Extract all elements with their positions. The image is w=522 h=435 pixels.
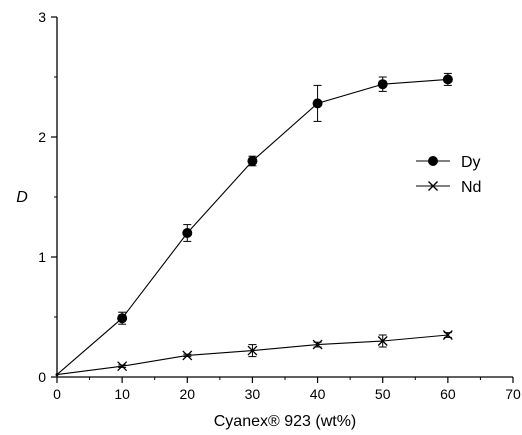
data-point-nd: [377, 336, 388, 346]
data-point-dy: [312, 98, 323, 109]
x-tick-label: 20: [179, 386, 195, 402]
y-axis-title: D: [16, 189, 28, 206]
x-tick-label: 0: [53, 386, 61, 402]
x-marker-stroke: [377, 336, 388, 346]
data-point-nd: [442, 330, 453, 340]
legend-marker-nd: [428, 181, 438, 191]
ticks: 0 10 20 30 40 50 60 70 0 1 2 3: [38, 9, 521, 402]
x-tick-label: 10: [114, 386, 130, 402]
data-point-nd: [312, 339, 323, 350]
x-tick-label: 50: [375, 386, 391, 402]
data-point-nd: [182, 350, 193, 361]
legend-label-nd: Nd: [461, 179, 481, 196]
x-marker-stroke: [312, 339, 323, 350]
x-tick-label: 40: [310, 386, 326, 402]
x-marker-stroke: [428, 181, 438, 191]
x-tick-label: 70: [505, 386, 521, 402]
data-point-dy: [442, 74, 453, 85]
y-tick-label: 3: [38, 9, 46, 25]
x-tick-label: 30: [245, 386, 261, 402]
data-point-dy: [182, 228, 193, 238]
data-point-dy: [247, 156, 258, 166]
data-point-dy: [377, 79, 388, 90]
y-tick-label: 1: [38, 249, 46, 265]
x-marker-stroke: [247, 345, 258, 356]
x-marker-stroke: [117, 361, 128, 372]
legend-marker-dy: [428, 156, 438, 166]
x-axis-title: Cyanex® 923 (wt%): [214, 413, 357, 430]
y-tick-label: 0: [38, 369, 46, 385]
y-tick-label: 2: [38, 129, 46, 145]
legend: Dy Nd: [416, 154, 481, 196]
data-point-dy: [117, 313, 128, 324]
legend-label-dy: Dy: [461, 154, 481, 171]
x-marker-stroke: [182, 350, 193, 361]
data-point-nd: [117, 361, 128, 372]
series-line-dy: [56, 78, 448, 376]
x-marker-stroke: [442, 330, 453, 340]
origin-point: [55, 373, 59, 377]
x-tick-label: 60: [440, 386, 456, 402]
data-point-nd: [247, 345, 258, 356]
axes: [56, 17, 513, 378]
series-layer: [55, 72, 453, 377]
